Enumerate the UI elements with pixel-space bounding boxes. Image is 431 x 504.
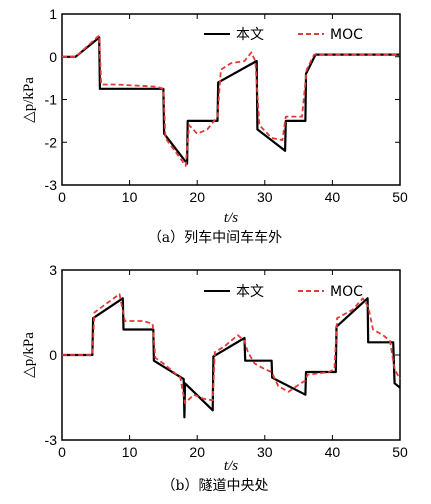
legend-label-moc-a: MOC <box>330 27 363 43</box>
caption-a: （a）列车中间车车外 <box>148 229 282 246</box>
legend-label-bw-a: 本文 <box>236 27 264 43</box>
x-tick-label: 50 <box>392 444 408 460</box>
x-axis-title-a: t/s <box>224 210 238 226</box>
x-tick-label: 30 <box>257 189 273 205</box>
caption-b: （b）隧道中央处 <box>162 478 269 494</box>
x-tick-label: 0 <box>58 444 66 460</box>
series-line-bw <box>62 297 401 419</box>
y-axis-title-b: △p/kPa <box>21 332 37 378</box>
series-a <box>62 34 400 167</box>
x-tick-label: 50 <box>392 189 408 205</box>
series-line-bw <box>62 36 400 165</box>
series-b <box>62 293 401 419</box>
x-tick-label: 40 <box>325 189 341 205</box>
series-line-moc <box>62 293 401 405</box>
x-tick-label: 10 <box>122 444 138 460</box>
x-tick-label: 10 <box>122 189 138 205</box>
legend-label-moc-b: MOC <box>330 284 363 300</box>
legend-b: 本文 MOC <box>204 284 363 300</box>
y-tick-label: -3 <box>45 177 58 193</box>
ticks-a: 0 10 20 30 40 50 -3 -2 -1 0 1 <box>45 6 408 205</box>
y-axis-title-a: △p/kPa <box>21 77 37 123</box>
y-tick-label: 3 <box>49 262 57 278</box>
y-tick-label: -3 <box>45 432 58 448</box>
y-tick-label: 0 <box>49 347 57 363</box>
y-tick-label: -1 <box>45 92 58 108</box>
y-tick-label: -2 <box>45 134 58 150</box>
series-line-moc <box>62 34 400 167</box>
legend-label-bw-b: 本文 <box>236 284 264 300</box>
chart-panel-a: 0 10 20 30 40 50 -3 -2 -1 0 1 本文 MOC △p/kPa t/s （a… <box>21 6 408 246</box>
x-axis-title-b: t/s <box>224 458 238 474</box>
x-tick-label: 0 <box>58 189 66 205</box>
ticks-b: 0 10 20 30 40 50-303 <box>45 262 408 460</box>
x-tick-label: 40 <box>325 444 341 460</box>
y-tick-label: 1 <box>49 6 57 22</box>
x-tick-label: 20 <box>189 444 205 460</box>
x-tick-label: 20 <box>189 189 205 205</box>
chart-panel-b: 0 10 20 30 40 50-303 本文 MOC △p/kPa t/s （b）隧道中… <box>21 262 408 494</box>
y-tick-label: 0 <box>49 49 57 65</box>
x-tick-label: 30 <box>257 444 273 460</box>
legend-a: 本文 MOC <box>204 27 363 43</box>
